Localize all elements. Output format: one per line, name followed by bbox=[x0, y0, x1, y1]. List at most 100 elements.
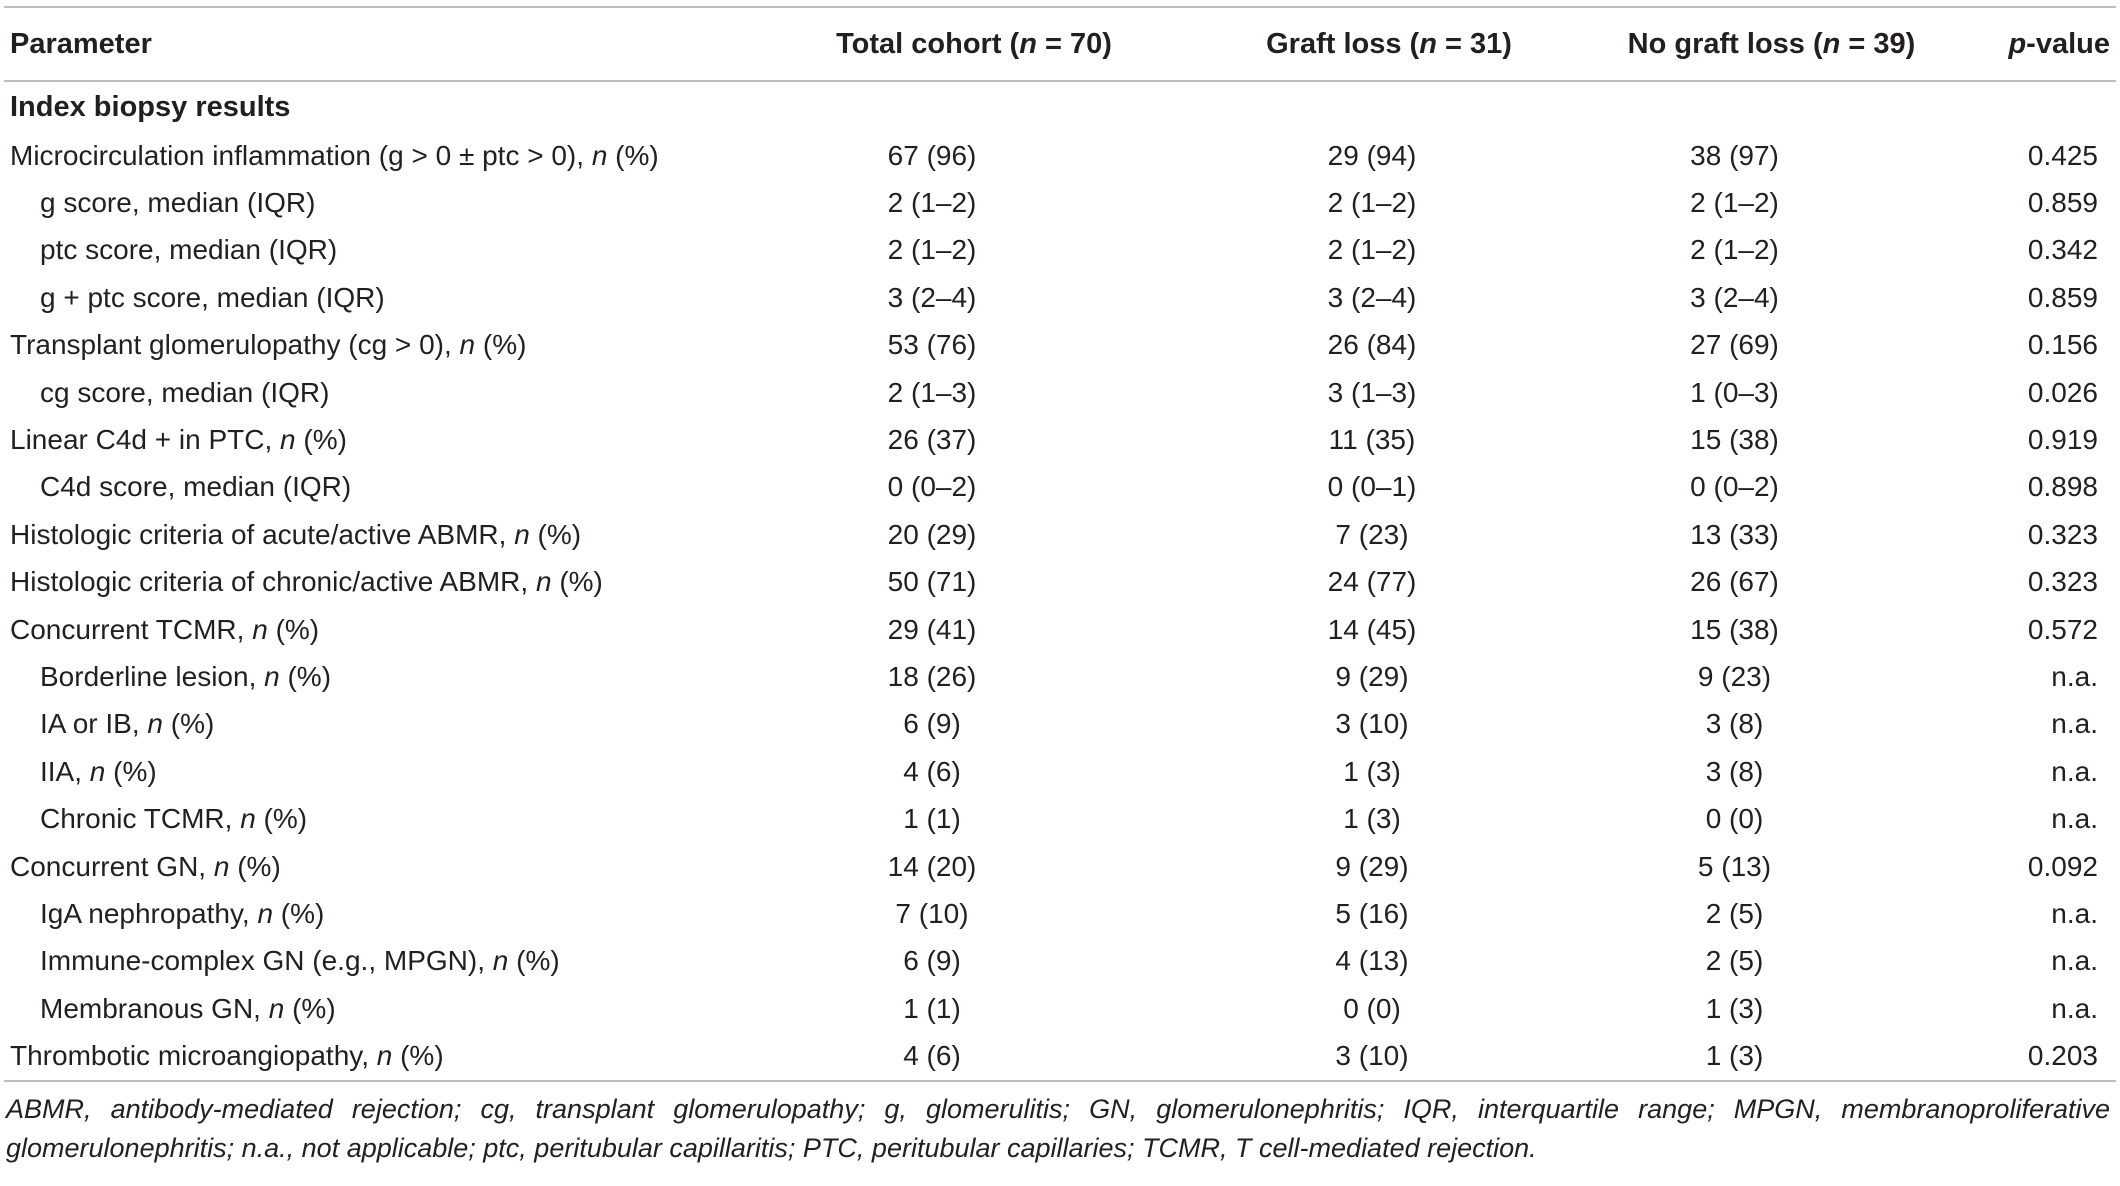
cell-p-value: 0.323 bbox=[2027, 518, 2098, 550]
cell-parameter: Histologic criteria of acute/active ABMR… bbox=[10, 518, 582, 550]
cell-parameter: ptc score, median (IQR) bbox=[40, 234, 338, 266]
cell-graft-loss: 24 (77) bbox=[1327, 566, 1417, 598]
cell-total-cohort: 26 (37) bbox=[887, 424, 977, 456]
cell-total-cohort: 20 (29) bbox=[887, 518, 977, 550]
cell-no-graft-loss: 27 (69) bbox=[1690, 329, 1779, 361]
cell-graft-loss: 5 (16) bbox=[1335, 897, 1409, 929]
table-body: Index biopsy results Microcirculation in… bbox=[4, 81, 2116, 1081]
cell-p-value: n.a. bbox=[2051, 708, 2098, 740]
cell-total-cohort: 0 (0–2) bbox=[887, 471, 977, 503]
cell-total-cohort: 1 (1) bbox=[903, 803, 961, 835]
cell-no-graft-loss: 5 (13) bbox=[1697, 850, 1772, 882]
cell-total-cohort: 2 (1–2) bbox=[887, 187, 977, 219]
cell-no-graft-loss: 1 (3) bbox=[1705, 1040, 1764, 1072]
cell-p-value: n.a. bbox=[2051, 897, 2098, 929]
cell-parameter: Microcirculation inflammation (g > 0 ± p… bbox=[10, 139, 659, 171]
table-row: IA or IB, n (%) 6 (9) 3 (10) 3 (8) n.a. bbox=[4, 701, 2116, 748]
header-graft-loss: Graft loss (n = 31) bbox=[1266, 27, 1512, 60]
table-row: Linear C4d + in PTC, n (%) 26 (37) 11 (35)… bbox=[4, 416, 2116, 463]
header-p-value: p-value bbox=[2008, 27, 2110, 60]
cell-parameter: Thrombotic microangiopathy, n (%) bbox=[10, 1040, 444, 1072]
cell-total-cohort: 50 (71) bbox=[887, 566, 977, 598]
table-footnote: ABMR, antibody-mediated rejection; cg, t… bbox=[6, 1093, 2110, 1163]
cell-total-cohort: 3 (2–4) bbox=[887, 281, 977, 313]
cell-no-graft-loss: 0 (0) bbox=[1705, 803, 1764, 835]
table-row: Microcirculation inflammation (g > 0 ± p… bbox=[4, 132, 2116, 179]
cell-parameter: Borderline lesion, n (%) bbox=[40, 660, 332, 692]
cell-p-value: n.a. bbox=[2051, 945, 2098, 977]
cell-graft-loss: 26 (84) bbox=[1327, 329, 1417, 361]
table-row: IIA, n (%) 4 (6) 1 (3) 3 (8) n.a. bbox=[4, 748, 2116, 795]
cell-graft-loss: 1 (3) bbox=[1343, 803, 1401, 835]
table-row: Histologic criteria of acute/active ABMR… bbox=[4, 511, 2116, 558]
cell-parameter: Concurrent TCMR, n (%) bbox=[10, 613, 320, 645]
table-row: Chronic TCMR, n (%) 1 (1) 1 (3) 0 (0) n.a. bbox=[4, 795, 2116, 842]
cell-total-cohort: 18 (26) bbox=[887, 660, 977, 692]
cell-parameter: g score, median (IQR) bbox=[40, 187, 316, 219]
cell-p-value: 0.859 bbox=[2027, 187, 2098, 219]
cell-graft-loss: 1 (3) bbox=[1343, 755, 1401, 787]
cell-total-cohort: 1 (1) bbox=[903, 992, 961, 1024]
cell-p-value: 0.425 bbox=[2027, 139, 2098, 171]
cell-no-graft-loss: 26 (67) bbox=[1690, 566, 1779, 598]
cell-p-value: 0.323 bbox=[2027, 566, 2098, 598]
cell-parameter: IIA, n (%) bbox=[40, 755, 157, 787]
cell-no-graft-loss: 1 (0–3) bbox=[1690, 376, 1779, 408]
header-total-cohort: Total cohort (n = 70) bbox=[836, 27, 1112, 60]
cell-no-graft-loss: 2 (5) bbox=[1705, 897, 1764, 929]
cell-parameter: cg score, median (IQR) bbox=[40, 376, 330, 408]
cell-graft-loss: 3 (1–3) bbox=[1327, 376, 1417, 408]
cell-parameter: Membranous GN, n (%) bbox=[40, 992, 336, 1024]
table-header: Parameter Total cohort (n = 70) Graft lo… bbox=[4, 7, 2116, 81]
cell-no-graft-loss: 3 (8) bbox=[1705, 708, 1764, 740]
cell-p-value: n.a. bbox=[2051, 660, 2098, 692]
cell-total-cohort: 53 (76) bbox=[887, 329, 977, 361]
table-row: Borderline lesion, n (%) 18 (26) 9 (29) 9 (… bbox=[4, 653, 2116, 700]
cell-no-graft-loss: 3 (8) bbox=[1705, 755, 1764, 787]
biopsy-results-table: Parameter Total cohort (n = 70) Graft lo… bbox=[4, 6, 2116, 1082]
cell-parameter: IgA nephropathy, n (%) bbox=[40, 897, 325, 929]
table-row: Concurrent GN, n (%) 14 (20) 9 (29) 5 (13) 0… bbox=[4, 843, 2116, 890]
table-row: ptc score, median (IQR) 2 (1–2) 2 (1–2) 2 (… bbox=[4, 227, 2116, 274]
cell-parameter: Linear C4d + in PTC, n (%) bbox=[10, 424, 347, 456]
cell-no-graft-loss: 15 (38) bbox=[1690, 424, 1779, 456]
cell-graft-loss: 3 (10) bbox=[1335, 1040, 1409, 1072]
section-row: Index biopsy results bbox=[4, 81, 2116, 132]
cell-parameter: IA or IB, n (%) bbox=[40, 708, 215, 740]
cell-parameter: Concurrent GN, n (%) bbox=[10, 850, 281, 882]
cell-graft-loss: 3 (10) bbox=[1335, 708, 1409, 740]
cell-p-value: 0.156 bbox=[2027, 329, 2098, 361]
table-row: Thrombotic microangiopathy, n (%) 4 (6) 3 … bbox=[4, 1032, 2116, 1081]
cell-p-value: 0.092 bbox=[2027, 850, 2098, 882]
header-row: Parameter Total cohort (n = 70) Graft lo… bbox=[4, 7, 2116, 81]
cell-no-graft-loss: 0 (0–2) bbox=[1690, 471, 1779, 503]
cell-parameter: C4d score, median (IQR) bbox=[40, 471, 352, 503]
cell-p-value: 0.859 bbox=[2027, 281, 2098, 313]
cell-no-graft-loss: 38 (97) bbox=[1690, 139, 1779, 171]
cell-total-cohort: 14 (20) bbox=[887, 850, 977, 882]
cell-p-value: 0.342 bbox=[2027, 234, 2098, 266]
cell-no-graft-loss: 3 (2–4) bbox=[1690, 281, 1779, 313]
cell-total-cohort: 67 (96) bbox=[887, 139, 977, 171]
cell-p-value: 0.572 bbox=[2027, 613, 2098, 645]
cell-total-cohort: 4 (6) bbox=[903, 1040, 961, 1072]
table-row: Histologic criteria of chronic/active AB… bbox=[4, 559, 2116, 606]
cell-p-value: 0.919 bbox=[2027, 424, 2098, 456]
header-no-graft-loss: No graft loss (n = 39) bbox=[1627, 27, 1916, 60]
cell-no-graft-loss: 2 (1–2) bbox=[1690, 187, 1779, 219]
cell-no-graft-loss: 1 (3) bbox=[1705, 992, 1764, 1024]
cell-total-cohort: 7 (10) bbox=[895, 897, 969, 929]
cell-total-cohort: 6 (9) bbox=[903, 945, 961, 977]
cell-no-graft-loss: 9 (23) bbox=[1697, 660, 1772, 692]
table-row: Transplant glomerulopathy (cg > 0), n (%… bbox=[4, 322, 2116, 369]
table-row: cg score, median (IQR) 2 (1–3) 3 (1–3) 1 (0… bbox=[4, 369, 2116, 416]
cell-graft-loss: 29 (94) bbox=[1327, 139, 1417, 171]
table-row: g score, median (IQR) 2 (1–2) 2 (1–2) 2 (1–… bbox=[4, 179, 2116, 226]
cell-graft-loss: 11 (35) bbox=[1328, 424, 1416, 456]
cell-graft-loss: 3 (2–4) bbox=[1327, 281, 1417, 313]
cell-parameter: Transplant glomerulopathy (cg > 0), n (%… bbox=[10, 329, 527, 361]
cell-parameter: Histologic criteria of chronic/active AB… bbox=[10, 566, 603, 598]
cell-no-graft-loss: 15 (38) bbox=[1690, 613, 1779, 645]
cell-graft-loss: 7 (23) bbox=[1335, 518, 1409, 550]
cell-no-graft-loss: 2 (5) bbox=[1705, 945, 1764, 977]
